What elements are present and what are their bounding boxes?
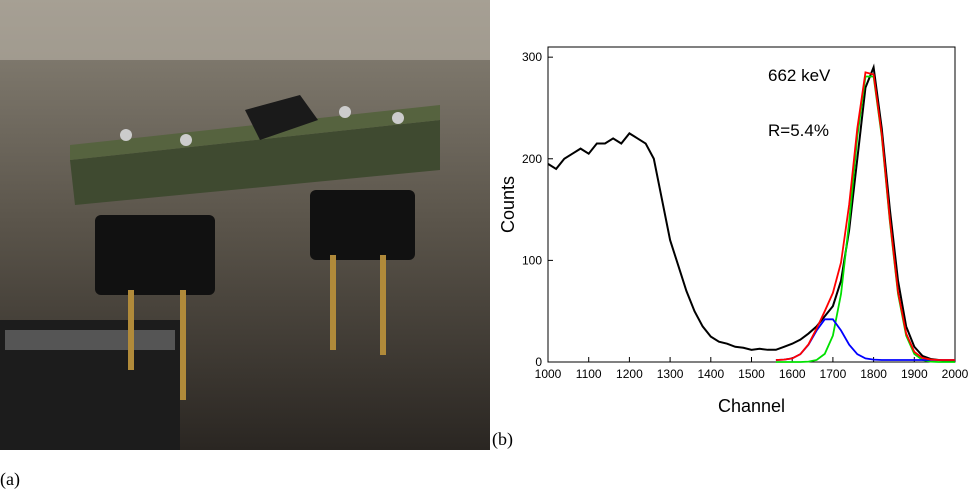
y-tick-label: 200 [522, 152, 542, 166]
caption-b: (b) [492, 429, 513, 450]
series-line [775, 318, 955, 361]
x-tick-label: 1600 [779, 367, 806, 381]
x-tick-label: 1000 [535, 367, 562, 381]
series-line [547, 63, 955, 362]
plot-frame [547, 46, 956, 363]
x-tick-label: 1900 [901, 367, 928, 381]
x-tick-label: 1500 [738, 367, 765, 381]
annotation: 662 keV [768, 66, 831, 85]
x-axis-label: Channel [718, 396, 785, 416]
photo [0, 0, 490, 450]
x-tick-label: 2000 [942, 367, 969, 381]
x-tick-label: 1100 [576, 367, 602, 381]
y-tick-label: 100 [522, 253, 542, 267]
y-tick-label: 0 [535, 355, 542, 369]
x-tick-label: 1400 [697, 367, 724, 381]
series-line [775, 75, 955, 363]
x-tick-label: 1800 [860, 367, 887, 381]
annotation: R=5.4% [768, 121, 829, 140]
chart: 1000 1100 1200 1300 1400 1500 1600 1700 1800 1900… [498, 46, 969, 416]
x-tick-label: 1300 [657, 367, 684, 381]
x-tick-label: 1700 [820, 367, 847, 381]
y-axis-label: Counts [498, 176, 518, 233]
y-tick-label: 300 [522, 50, 542, 64]
caption-a: (a) [0, 469, 20, 490]
series-line [775, 71, 955, 361]
x-tick-label: 1200 [616, 367, 643, 381]
